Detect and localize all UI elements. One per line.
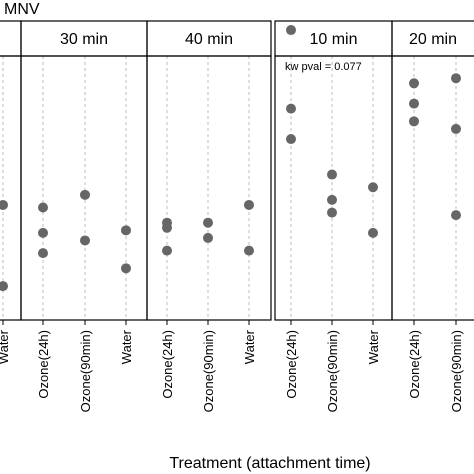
panel-border — [391, 55, 474, 321]
x-tick-label: Ozone(90min) — [325, 330, 340, 412]
data-point — [121, 225, 131, 236]
data-point — [38, 248, 48, 259]
facet-label: 20 min — [409, 31, 457, 48]
data-point — [327, 194, 337, 205]
data-point — [203, 217, 213, 228]
data-point — [162, 245, 172, 256]
data-point — [409, 98, 419, 109]
x-tick-label: Water — [242, 329, 257, 364]
x-tick-label: Ozone(24h) — [407, 330, 422, 399]
x-tick-label: Water — [366, 329, 381, 364]
data-point — [0, 199, 8, 210]
facet-panel: Ozone(24h) Ozone(90min) Water 40 min — [146, 20, 272, 412]
strip-border — [146, 20, 272, 57]
data-point — [286, 103, 296, 114]
strip-border — [391, 20, 474, 57]
x-tick-label: Ozone(90min) — [201, 330, 216, 412]
data-point — [451, 123, 461, 134]
facet-panel: Ozone(24h) Ozone(90min) 20 min — [391, 20, 474, 412]
data-point — [368, 227, 378, 238]
data-point — [368, 182, 378, 193]
chart-title: MNV — [4, 1, 40, 18]
facet-panel: Ozone(24h) Ozone(90min) Water 30 min — [20, 20, 148, 412]
facet-label: 30 min — [60, 31, 108, 48]
strip-border — [0, 20, 22, 57]
data-point — [327, 207, 337, 218]
data-point — [451, 73, 461, 84]
data-point — [162, 222, 172, 233]
panel-border — [146, 55, 272, 321]
data-point — [38, 202, 48, 213]
x-tick-label: Ozone(90min) — [449, 330, 464, 412]
facet-label: 40 min — [185, 31, 233, 48]
data-point — [244, 245, 254, 256]
x-tick-label: Water — [0, 329, 11, 364]
annotation: kw pval = 0.077 — [285, 61, 362, 73]
data-point — [0, 281, 8, 292]
data-point — [286, 25, 296, 36]
facet-label: 10 min — [309, 31, 357, 48]
panel-border — [20, 55, 148, 321]
x-tick-label: Ozone(90min) — [78, 330, 93, 412]
data-point — [286, 134, 296, 145]
data-point — [327, 169, 337, 180]
x-tick-label: Water — [119, 329, 134, 364]
x-tick-label: Ozone(24h) — [284, 330, 299, 399]
facet-panel: Ozone(24h) Ozone(90min) Water 10 min kw pval… — [274, 20, 393, 412]
x-tick-label: Ozone(24h) — [36, 330, 51, 399]
data-point — [121, 263, 131, 274]
data-point — [80, 189, 90, 200]
data-point — [451, 210, 461, 221]
x-tick-label: Ozone(24h) — [160, 330, 175, 399]
data-point — [244, 199, 254, 210]
data-point — [38, 227, 48, 238]
data-point — [409, 78, 419, 89]
data-point — [80, 235, 90, 246]
data-point — [409, 116, 419, 127]
facet-panel: Water — [0, 20, 22, 364]
x-axis-label: Treatment (attachment time) — [169, 455, 370, 472]
data-point — [203, 232, 213, 243]
